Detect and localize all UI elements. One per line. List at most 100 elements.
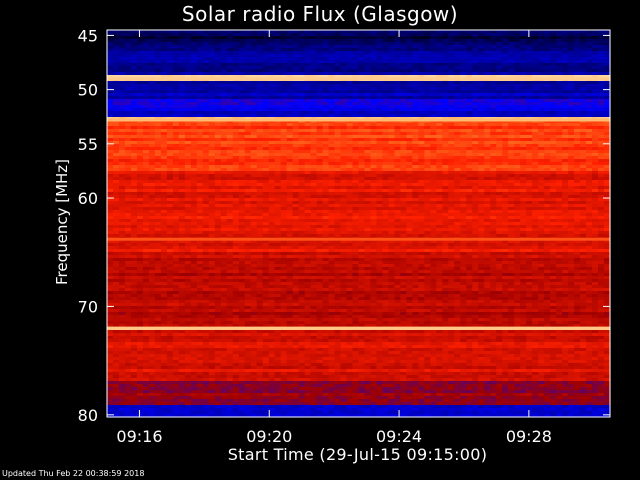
heatmap-cell (304, 207, 312, 211)
heatmap-cell (598, 72, 605, 76)
heatmap-cell (550, 39, 557, 43)
heatmap-cell (107, 66, 114, 70)
heatmap-cell (124, 138, 132, 142)
heatmap-cell (328, 123, 336, 127)
heatmap-cell (334, 201, 342, 205)
heatmap-cell (550, 126, 557, 130)
heatmap-cell (568, 201, 575, 205)
heatmap-cell (376, 201, 384, 205)
heatmap-cell (322, 201, 330, 205)
heatmap-cell (298, 81, 306, 85)
heatmap-cell (172, 111, 180, 115)
heatmap-cell (268, 183, 276, 187)
heatmap-cell (208, 96, 216, 100)
heatmap-cell (394, 102, 402, 106)
heatmap-cell (598, 144, 605, 148)
heatmap-cell (226, 108, 234, 112)
heatmap-cell (532, 102, 539, 106)
heatmap-cell (196, 30, 204, 34)
heatmap-cell (520, 105, 527, 109)
heatmap-cell (358, 63, 366, 67)
heatmap-cell (526, 69, 533, 73)
heatmap-cell (107, 186, 114, 190)
heatmap-cell (184, 99, 192, 103)
heatmap-cell (592, 183, 599, 187)
heatmap-cell (166, 108, 174, 112)
heatmap-cell (328, 111, 336, 115)
heatmap-cell (424, 90, 431, 94)
heatmap-cell (472, 186, 479, 190)
heatmap-cell (208, 180, 216, 184)
heatmap-cell (412, 75, 419, 79)
heatmap-cell (220, 159, 228, 163)
heatmap-cell (166, 54, 174, 58)
heatmap-cell (520, 198, 527, 202)
heatmap-cell (274, 30, 282, 34)
heatmap-cell (250, 84, 258, 88)
heatmap-cell (568, 162, 575, 166)
heatmap-cell (250, 114, 258, 118)
heatmap-cell (442, 42, 449, 46)
heatmap-cell (526, 48, 533, 52)
heatmap-cell (160, 90, 168, 94)
heatmap-cell (442, 66, 449, 70)
heatmap-cell (418, 168, 425, 172)
heatmap-cell (226, 150, 234, 154)
heatmap-cell (496, 186, 503, 190)
heatmap-cell (154, 201, 162, 205)
heatmap-cell (274, 171, 282, 175)
heatmap-cell (292, 33, 300, 37)
heatmap-cell (448, 147, 455, 151)
heatmap-cell (604, 150, 611, 154)
heatmap-cell (544, 66, 551, 70)
heatmap-cell (184, 60, 192, 64)
heatmap-cell (382, 129, 390, 133)
heatmap-cell (166, 165, 174, 169)
heatmap-cell (346, 60, 354, 64)
heatmap-cell (598, 156, 605, 160)
heatmap-cell (328, 174, 336, 178)
heatmap-cell (472, 72, 479, 76)
heatmap-cell (544, 81, 551, 85)
heatmap-cell (484, 171, 491, 175)
heatmap-cell (508, 147, 515, 151)
heatmap-cell (298, 75, 306, 79)
heatmap-cell (124, 102, 132, 106)
heatmap-cell (574, 171, 581, 175)
heatmap-cell (526, 102, 533, 106)
heatmap-cell (508, 201, 515, 205)
heatmap-cell (400, 129, 408, 133)
heatmap-cell (340, 57, 348, 61)
heatmap-cell (496, 51, 503, 55)
heatmap-cell (328, 42, 336, 46)
heatmap-cell (130, 177, 138, 181)
heatmap-cell (520, 201, 527, 205)
heatmap-cell (178, 183, 186, 187)
heatmap-cell (268, 123, 276, 127)
heatmap-cell (376, 180, 384, 184)
heatmap-cell (520, 57, 527, 61)
heatmap-cell (238, 123, 246, 127)
heatmap-cell (250, 111, 258, 115)
heatmap-cell (598, 84, 605, 88)
heatmap-cell (550, 165, 557, 169)
heatmap-cell (238, 144, 246, 148)
heatmap-cell (454, 180, 461, 184)
heatmap-cell (184, 129, 192, 133)
heatmap-cell (406, 168, 413, 172)
heatmap-cell (436, 30, 443, 34)
heatmap-cell (490, 60, 497, 64)
heatmap-cell (436, 153, 443, 157)
heatmap-cell (208, 111, 216, 115)
heatmap-cell (232, 102, 240, 106)
heatmap-cell (154, 57, 162, 61)
heatmap-cell (526, 159, 533, 163)
heatmap-cell (538, 63, 545, 67)
heatmap-cell (340, 99, 348, 103)
heatmap-cell (568, 102, 575, 106)
heatmap-cell (154, 144, 162, 148)
heatmap-cell (184, 54, 192, 58)
heatmap-cell (580, 48, 587, 52)
heatmap-cell (490, 45, 497, 49)
heatmap-cell (526, 84, 533, 88)
